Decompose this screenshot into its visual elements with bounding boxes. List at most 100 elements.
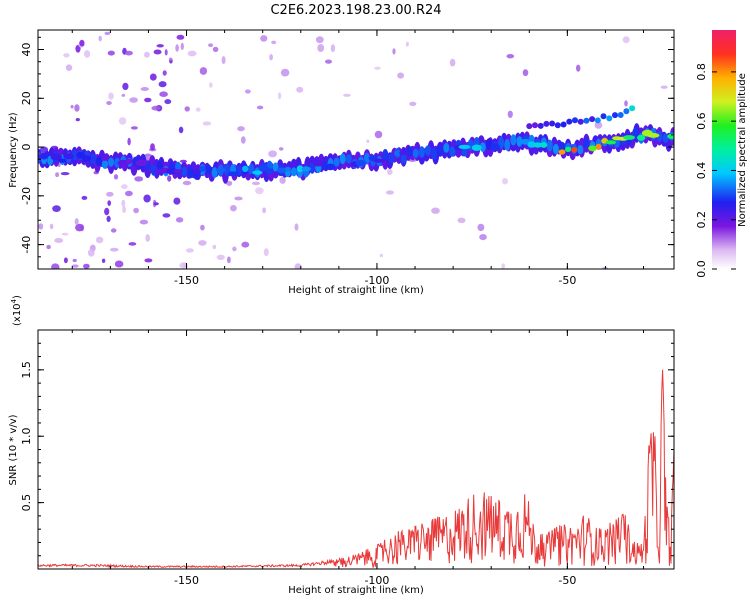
spectrogram-speckle (139, 219, 149, 225)
snr-x-tick-label: -50 (558, 574, 576, 587)
spectrogram-speckle (145, 234, 150, 242)
spectrogram-ridge-blob (540, 142, 548, 148)
spectrogram-speckle (121, 93, 126, 97)
spectrogram-speckle (106, 101, 112, 105)
spectrogram-ridge-blob (595, 143, 602, 150)
spectrogram-speckle (397, 72, 404, 79)
colorbar-ticks: 0.0 0.2 0.4 0.6 0.8 (695, 63, 736, 278)
spectrogram-speckle (74, 104, 80, 112)
spectrogram-speckle (296, 86, 304, 93)
spectrogram-speckle (144, 97, 152, 103)
spectrogram-speckle (162, 70, 167, 76)
spectrogram-ridge-blob (205, 164, 212, 175)
colorbar-label: Normalized spectral amplitude (737, 73, 748, 227)
spectrogram-ridge-blob (284, 166, 291, 172)
spectrogram-ridge-blob (40, 153, 48, 160)
spectrogram-speckle (104, 31, 111, 36)
colorbar-tick-label: 0.6 (695, 112, 708, 130)
spectrogram-ridge-blob (364, 152, 370, 164)
spectrogram-speckle (431, 207, 440, 214)
spectrogram-ridge-blob (458, 144, 471, 150)
spectrogram-speckle (294, 263, 302, 269)
spectrogram-speckle (95, 236, 104, 244)
spectrogram-speckle (113, 174, 119, 180)
spectrogram-ridge-blob (552, 143, 559, 155)
spectrogram-speckle (121, 199, 126, 207)
spectrogram-speckle (81, 195, 88, 200)
spectrogram-speckle (149, 73, 157, 81)
spectrogram-speckle (106, 191, 114, 197)
spectrogram-ridge-blob (191, 169, 201, 175)
spectrogram-ridge-blob (89, 154, 96, 165)
snr-y-tick-label: 1.5 (20, 361, 33, 379)
snr-y-tick-label: 1.0 (20, 427, 33, 445)
spectrogram-speckle (101, 258, 106, 263)
spectrogram-ridge-blob (296, 165, 304, 173)
colorbar-gradient (712, 30, 736, 269)
spectrogram-secondary-blob (600, 113, 607, 120)
spectrogram-ridge-blob (108, 157, 115, 167)
spectrogram-speckle (176, 34, 185, 40)
spectrogram-ridge-blob (532, 142, 543, 148)
spectrogram-ridge-blob (301, 166, 311, 172)
spectrogram-speckle (108, 92, 114, 100)
spectrogram-speckle (124, 190, 133, 197)
spectrogram-ridge-blob (504, 139, 511, 151)
spectrogram-speckle (195, 107, 201, 112)
spectrogram-ridge-blob (516, 136, 523, 147)
spectrogram-frame (37, 29, 675, 270)
spectrogram-speckle (184, 106, 190, 112)
spectrogram-speckle (325, 59, 332, 64)
spectrogram-speckle (226, 180, 233, 186)
spectrogram-speckle (104, 207, 110, 216)
spectrogram-speckle (63, 53, 70, 58)
spectrogram-ridge-blob (399, 150, 409, 156)
spectrogram-speckle (212, 244, 217, 250)
spectrogram-secondary-blob (537, 122, 544, 129)
spectrogram-speckle (110, 228, 117, 233)
colorbar-tick-label: 0.2 (695, 211, 708, 229)
spectrogram-speckle (386, 190, 394, 195)
spectrogram-speckle (278, 147, 284, 151)
spectrogram-speckle (186, 248, 194, 253)
spectrogram-speckle (294, 223, 299, 231)
snr-x-tick-label: -150 (174, 574, 199, 587)
spectrogram-secondary-blob (566, 118, 573, 125)
spectrogram-secondary-blob (526, 123, 533, 130)
spectrogram-speckle (208, 43, 214, 47)
spectrogram-ridge-blob (656, 131, 663, 142)
snr-series-line (38, 369, 674, 569)
spectrogram-secondary-blob (572, 117, 578, 124)
spectrogram-speckle (164, 49, 168, 56)
snr-y-label: SNR (10 * v/v) (8, 414, 19, 485)
spectrogram-ridge-blob (471, 144, 482, 151)
spectrogram-speckle (133, 207, 140, 214)
spectrogram-x-tick-label: -150 (174, 274, 199, 287)
spectrogram-y-tick-label: -20 (20, 187, 33, 205)
spectrogram-y-tick-label: -40 (20, 236, 33, 254)
spectrogram-ridge-blob (623, 135, 635, 140)
spectrogram-speckle (279, 176, 286, 184)
spectrogram-ridge-blob (50, 153, 62, 161)
spectrogram-secondary-blob (554, 122, 561, 129)
spectrogram-ridge-blob (309, 162, 316, 174)
spectrogram-secondary-blob (612, 112, 618, 119)
spectrogram-y-tick-label: 40 (20, 43, 33, 57)
spectrogram-ridge-blob (242, 165, 249, 172)
spectrogram-ridge-blob (406, 146, 413, 157)
spectrogram-speckle (144, 258, 153, 263)
spectrogram-speckle (55, 172, 60, 178)
spectrogram-speckle (88, 248, 95, 257)
spectrogram-speckle (260, 35, 268, 42)
spectrogram-speckle (106, 215, 111, 222)
spectrogram-panel: -150 -100 -50 -40 -20 0 20 40 Height of straigh… (8, 29, 675, 296)
colorbar-tick-label: 0.8 (695, 63, 708, 81)
spectrogram-speckle (179, 262, 188, 269)
spectrogram-secondary-blob (583, 117, 590, 124)
spectrogram-ridge-blob (632, 127, 639, 139)
spectrogram-speckle (54, 238, 64, 243)
spectrogram-ridge-blob (312, 159, 325, 167)
spectrogram-speckle (49, 223, 54, 230)
spectrogram-speckle (134, 176, 144, 182)
spectrogram-speckle (449, 58, 456, 67)
